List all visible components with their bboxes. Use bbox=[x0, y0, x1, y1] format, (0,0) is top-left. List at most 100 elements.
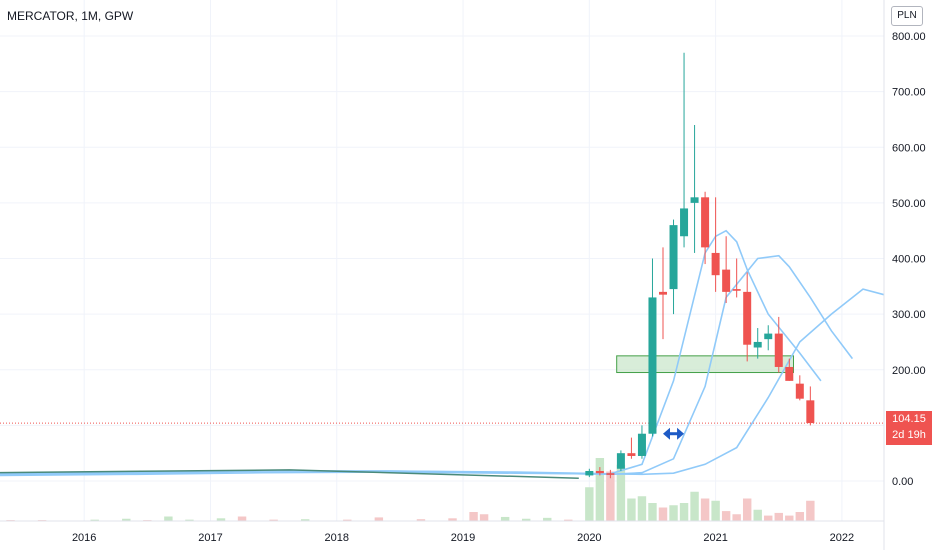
candle[interactable] bbox=[659, 247, 667, 340]
candle-body bbox=[659, 291, 667, 295]
volume-bar bbox=[543, 517, 552, 521]
volume-bar bbox=[764, 515, 773, 521]
candle-body bbox=[774, 333, 783, 367]
volume-bar bbox=[416, 519, 426, 521]
candles bbox=[585, 52, 815, 479]
currency-button[interactable]: PLN bbox=[891, 6, 923, 26]
volume-bar bbox=[448, 518, 457, 521]
candle[interactable] bbox=[774, 316, 783, 373]
candle-body bbox=[616, 453, 625, 469]
candle-body bbox=[585, 470, 594, 476]
volume-bar bbox=[521, 518, 531, 521]
candle[interactable] bbox=[711, 197, 720, 292]
ma-line-3 bbox=[0, 288, 885, 477]
volume-bar bbox=[648, 503, 657, 521]
candle[interactable] bbox=[648, 258, 657, 437]
volume-bar bbox=[479, 514, 489, 521]
volume-bar bbox=[237, 516, 247, 521]
year-tick-label: 2018 bbox=[325, 532, 349, 544]
volume-bar bbox=[700, 498, 710, 521]
candle[interactable] bbox=[722, 236, 731, 303]
volume-bar bbox=[637, 496, 647, 521]
candle-body bbox=[690, 197, 699, 203]
candle-body bbox=[764, 333, 773, 340]
volume-bar bbox=[585, 487, 594, 521]
candle[interactable] bbox=[701, 191, 710, 265]
volume-bar bbox=[164, 516, 173, 521]
volume-bar bbox=[122, 518, 131, 521]
volume-bar bbox=[806, 500, 815, 521]
candle-body bbox=[648, 297, 657, 434]
volume-bar bbox=[785, 515, 794, 521]
grid bbox=[0, 0, 884, 521]
price-tick-label: 500.00 bbox=[892, 198, 926, 210]
volume-bar bbox=[742, 498, 752, 521]
price-tick-label: 800.00 bbox=[892, 31, 926, 43]
volume-bar bbox=[711, 500, 720, 521]
candle[interactable] bbox=[795, 375, 804, 401]
candle[interactable] bbox=[616, 450, 625, 471]
time-axis[interactable]: 2016 2017 2018 2019 2020 2021 2022 bbox=[72, 532, 854, 544]
moving-averages bbox=[0, 229, 885, 477]
candle[interactable] bbox=[585, 468, 594, 478]
arrow-head-right bbox=[677, 427, 685, 440]
candle[interactable] bbox=[680, 52, 689, 248]
volume-bar bbox=[606, 471, 615, 521]
candle-body bbox=[795, 383, 804, 399]
price-line-pre-2020 bbox=[0, 469, 579, 479]
candle-body bbox=[637, 433, 646, 456]
candle-body bbox=[732, 289, 741, 291]
price-tick-label: 400.00 bbox=[892, 254, 926, 266]
last-price-value: 104.15 bbox=[892, 413, 926, 425]
volume-bar bbox=[679, 503, 689, 521]
candle[interactable] bbox=[627, 437, 636, 459]
candle[interactable] bbox=[753, 328, 762, 359]
price-tick-label: 300.00 bbox=[892, 309, 926, 321]
arrow-head-left bbox=[663, 427, 670, 440]
price-tick-label: 700.00 bbox=[892, 87, 926, 99]
candle[interactable] bbox=[595, 467, 604, 476]
volume-bar bbox=[185, 519, 194, 521]
price-tick-label: 200.00 bbox=[892, 365, 926, 377]
volume-bar bbox=[721, 511, 731, 521]
volume-bars bbox=[6, 458, 815, 521]
candle-body bbox=[722, 269, 731, 292]
candle-body bbox=[785, 366, 794, 381]
volume-bar bbox=[300, 519, 310, 521]
volume-bar bbox=[774, 512, 783, 521]
year-tick-label: 2021 bbox=[703, 532, 727, 544]
volume-bar bbox=[374, 517, 384, 521]
candle[interactable] bbox=[690, 125, 699, 253]
volume-bar bbox=[616, 464, 626, 521]
candle-body bbox=[701, 197, 710, 248]
year-tick-label: 2017 bbox=[198, 532, 222, 544]
candle-body bbox=[743, 291, 752, 345]
last-price-tag: 104.15 2d 19h bbox=[886, 411, 932, 445]
volume-bar bbox=[690, 491, 699, 521]
volume-bar bbox=[269, 519, 278, 521]
candle[interactable] bbox=[785, 358, 794, 381]
candle[interactable] bbox=[732, 258, 741, 298]
volume-bar bbox=[795, 512, 805, 521]
candle-body bbox=[711, 252, 720, 276]
double-arrow[interactable] bbox=[663, 427, 685, 440]
candle-body bbox=[627, 453, 636, 456]
volume-bar bbox=[669, 505, 678, 521]
price-tick-label: 0.00 bbox=[892, 476, 913, 488]
candle[interactable] bbox=[637, 425, 646, 459]
symbol-title: MERCATOR, 1M, GPW bbox=[7, 9, 134, 23]
candle[interactable] bbox=[606, 469, 615, 479]
volume-bar bbox=[500, 516, 510, 521]
candle-body bbox=[606, 473, 615, 475]
year-tick-label: 2022 bbox=[830, 532, 854, 544]
candle[interactable] bbox=[806, 386, 815, 426]
volume-bar bbox=[658, 507, 668, 521]
candle-body bbox=[753, 341, 762, 348]
candle[interactable] bbox=[764, 325, 773, 351]
support-zone[interactable] bbox=[616, 355, 794, 374]
candle[interactable] bbox=[669, 219, 678, 315]
candle[interactable] bbox=[743, 272, 752, 362]
candle-body bbox=[806, 400, 815, 424]
